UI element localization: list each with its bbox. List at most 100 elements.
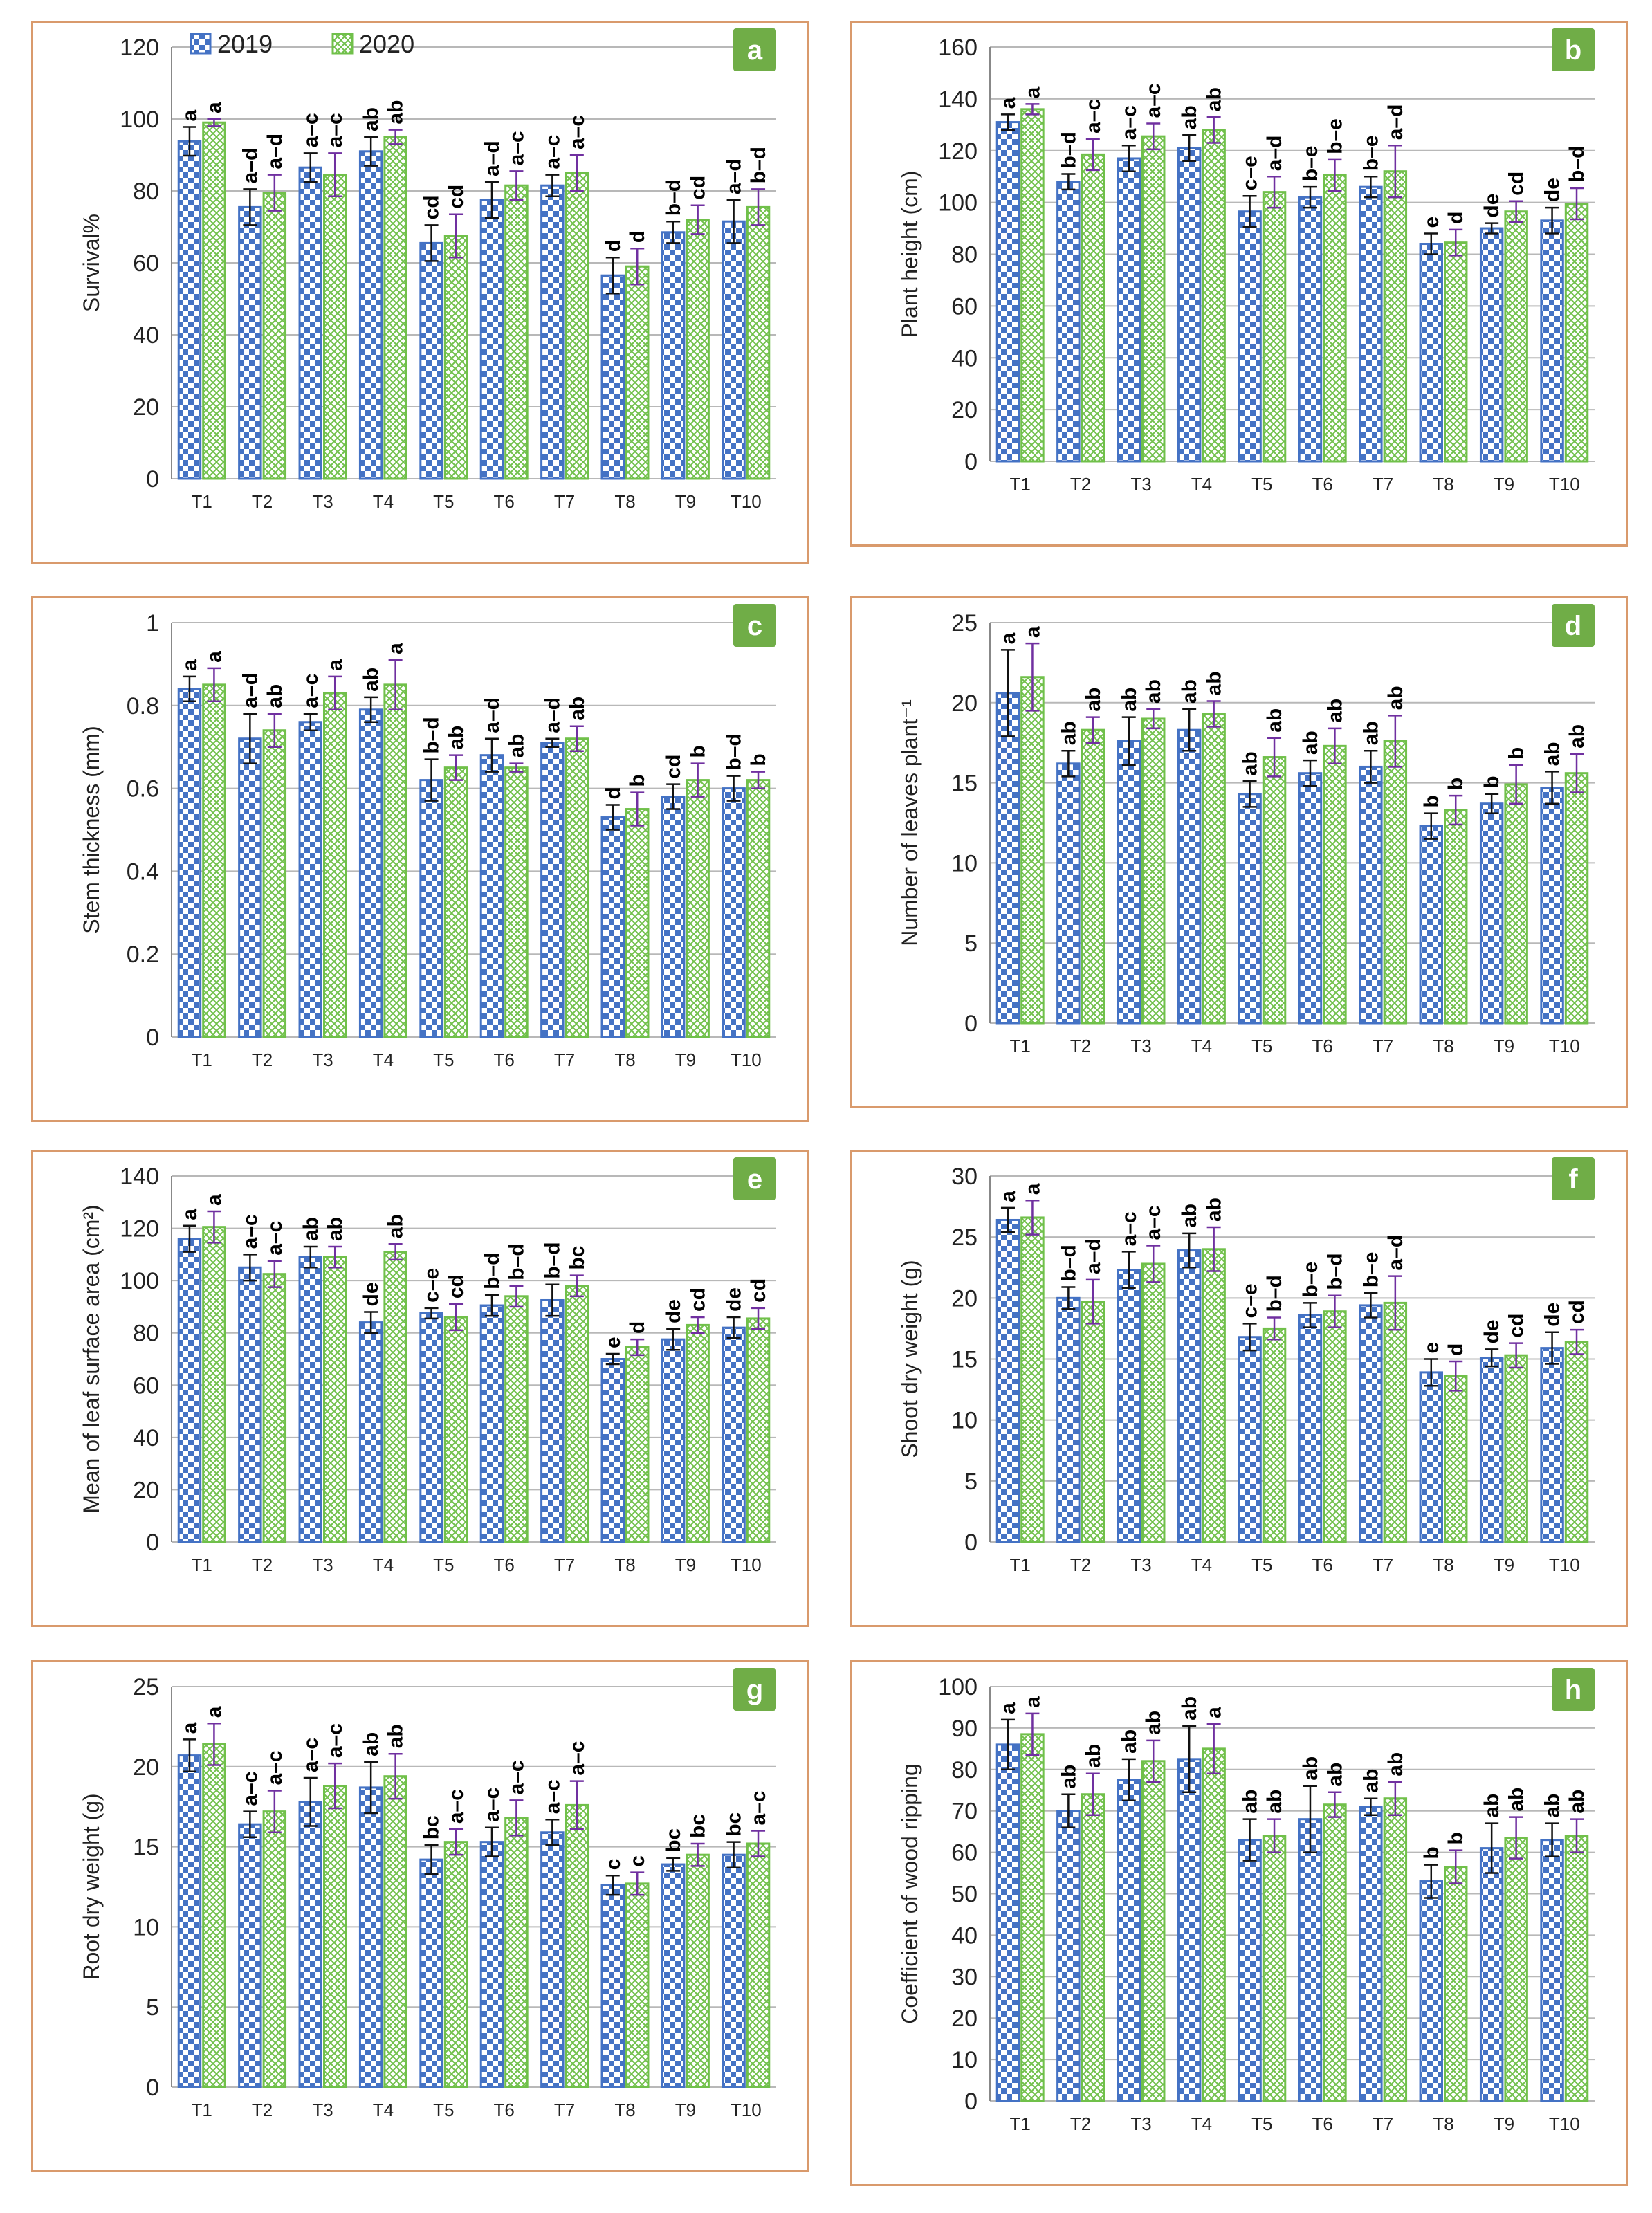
significance-letter-h-2020-T6: ab	[1323, 1763, 1346, 1787]
bar-h-2019-T1	[995, 1743, 1020, 2102]
error-bar-f-2020-T3	[1146, 1245, 1161, 1283]
x-tick-label: T3	[1130, 1036, 1151, 1056]
bar-d-2019-T9	[1479, 802, 1504, 1025]
significance-letter-c-2019-T6: a–d	[481, 697, 504, 733]
y-tick-label: 0.2	[127, 942, 159, 968]
y-tick-label: 10	[133, 1914, 159, 1940]
error-bar-f-2019-T10	[1545, 1331, 1559, 1365]
error-bar-b-2019-T6	[1303, 185, 1317, 209]
bar-c-2019-T6	[479, 754, 504, 1038]
y-tick-label: 0	[146, 466, 159, 493]
error-bar-g-2019-T2	[243, 1810, 257, 1838]
significance-letter-g-2020-T5: a–c	[445, 1789, 468, 1824]
significance-letter-d-2019-T1: a	[997, 632, 1020, 644]
significance-letter-b-2019-T6: b–e	[1299, 145, 1322, 181]
bar-d-2020-T8	[1444, 809, 1468, 1025]
error-bar-d-2020-T3	[1146, 708, 1161, 730]
error-bar-h-2019-T2	[1061, 1793, 1076, 1828]
y-tick-label: 25	[951, 1224, 978, 1251]
bar-d-2020-T6	[1323, 744, 1347, 1025]
bar-h-2019-T7	[1359, 1806, 1383, 2102]
error-bar-e-2020-T9	[690, 1316, 705, 1334]
bar-h-2019-T10	[1540, 1839, 1564, 2102]
y-axis-label: Mean of leaf surface area (cm²)	[79, 1204, 104, 1513]
x-tick-label: T3	[1130, 474, 1151, 495]
bar-f-2019-T6	[1298, 1314, 1323, 1543]
error-bar-b-2020-T4	[1206, 116, 1221, 144]
x-tick-label: T8	[1433, 1036, 1453, 1056]
bar-e-2020-T10	[746, 1317, 771, 1543]
significance-letter-h-2020-T10: ab	[1566, 1790, 1588, 1814]
significance-letter-a-2020-T10: b–d	[747, 147, 770, 183]
bar-c-2019-T10	[722, 787, 746, 1038]
significance-letter-d-2020-T3: ab	[1142, 679, 1165, 704]
significance-letter-a-2019-T7: a–c	[541, 135, 564, 169]
error-bar-f-2019-T4	[1182, 1232, 1197, 1269]
error-bar-h-2019-T9	[1485, 1822, 1499, 1874]
error-bar-d-2020-T7	[1388, 715, 1402, 768]
error-bar-e-2020-T1	[207, 1210, 221, 1244]
significance-letter-d-2019-T6: ab	[1299, 731, 1322, 755]
y-tick-label: 100	[120, 107, 159, 133]
significance-letter-f-2019-T8: e	[1420, 1342, 1443, 1354]
bar-b-2019-T4	[1177, 147, 1202, 463]
error-bar-a-2020-T7	[569, 154, 584, 192]
significance-letter-d-2020-T10: ab	[1566, 724, 1588, 749]
significance-letter-c-2020-T5: ab	[445, 726, 468, 750]
panel-badge	[1552, 1157, 1595, 1200]
error-bar-a-2019-T2	[243, 188, 257, 226]
significance-letter-e-2019-T6: b–d	[481, 1253, 504, 1289]
error-bar-b-2019-T1	[1000, 113, 1015, 131]
y-tick-label: 140	[120, 1164, 159, 1190]
x-tick-label: T4	[1191, 1036, 1212, 1056]
bar-f-2019-T4	[1177, 1249, 1202, 1543]
error-bar-f-2019-T2	[1061, 1286, 1076, 1310]
error-bar-d-2020-T9	[1509, 764, 1523, 805]
bar-a-2020-T9	[686, 219, 710, 480]
bar-g-2019-T3	[298, 1801, 323, 2088]
significance-letter-b-2020-T3: a–c	[1142, 83, 1165, 118]
x-tick-label: T2	[1070, 474, 1091, 495]
error-bar-h-2020-T9	[1509, 1816, 1523, 1860]
error-bar-g-2019-T3	[303, 1776, 318, 1827]
y-tick-label: 15	[133, 1835, 159, 1861]
significance-letter-e-2020-T1: a	[203, 1194, 226, 1206]
bar-g-2019-T10	[722, 1853, 746, 2088]
x-tick-label: T6	[494, 2100, 515, 2120]
y-tick-label: 0.4	[127, 858, 159, 885]
y-tick-label: 120	[938, 138, 978, 165]
x-tick-label: T8	[1433, 474, 1453, 495]
y-tick-label: 0.6	[127, 776, 159, 802]
significance-letter-e-2020-T8: d	[626, 1321, 649, 1334]
bar-g-2020-T7	[565, 1803, 589, 2088]
bar-h-2019-T2	[1056, 1810, 1081, 2102]
y-tick-label: 100	[120, 1268, 159, 1294]
y-tick-label: 50	[951, 1882, 978, 1908]
bar-h-2019-T9	[1479, 1847, 1504, 2102]
bar-d-2020-T9	[1504, 783, 1528, 1025]
significance-letter-h-2019-T3: ab	[1118, 1729, 1141, 1754]
bar-g-2020-T4	[383, 1775, 407, 2088]
significance-letter-f-2020-T7: a–d	[1384, 1235, 1407, 1271]
bar-h-2020-T6	[1323, 1803, 1347, 2102]
bar-e-2019-T9	[661, 1338, 686, 1543]
significance-letter-b-2020-T10: b–d	[1566, 146, 1588, 183]
bar-h-2020-T9	[1504, 1837, 1528, 2102]
error-bar-h-2019-T5	[1242, 1818, 1257, 1862]
error-bar-e-2019-T9	[666, 1328, 681, 1351]
error-bar-c-2020-T9	[690, 762, 705, 798]
significance-letter-b-2019-T7: b–e	[1359, 135, 1382, 171]
error-bar-e-2020-T5	[449, 1303, 464, 1332]
x-tick-label: T1	[192, 1554, 212, 1575]
y-tick-label: 0	[964, 1530, 978, 1556]
chart-panel-a: 0 20 40 60 80 100 120 Survival% a a T1 a–d a–d T2 a–c a…	[31, 21, 809, 564]
significance-letter-h-2020-T5: ab	[1263, 1790, 1286, 1814]
error-bar-h-2019-T4	[1182, 1725, 1197, 1793]
significance-letter-c-2020-T4: a	[385, 643, 407, 654]
y-tick-label: 20	[133, 394, 159, 421]
significance-letter-g-2020-T9: bc	[687, 1814, 710, 1838]
y-tick-label: 25	[951, 610, 978, 636]
bar-d-2019-T3	[1117, 740, 1141, 1025]
error-bar-g-2019-T4	[364, 1761, 378, 1815]
